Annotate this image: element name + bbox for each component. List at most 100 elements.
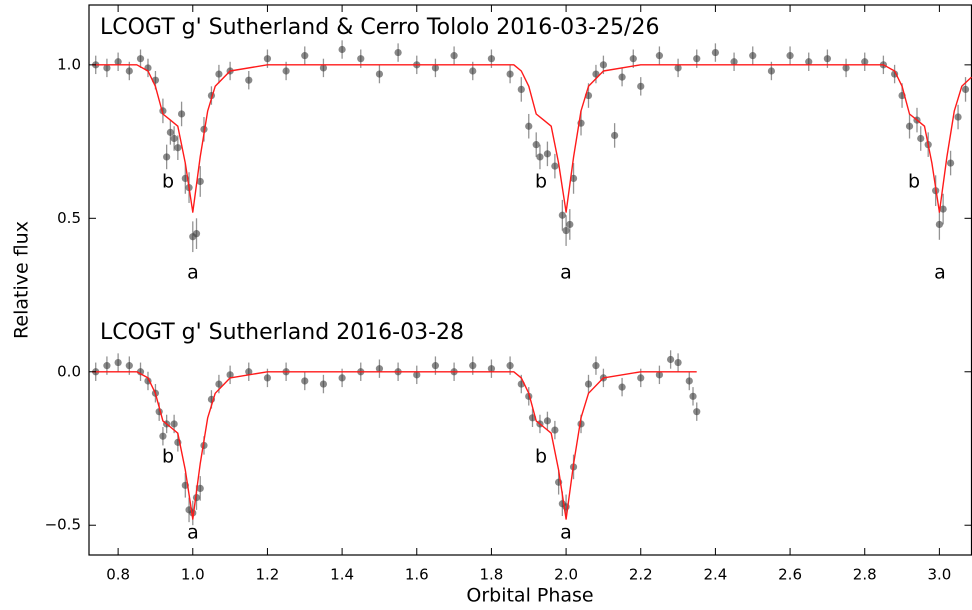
data-point [611,131,619,140]
data-point [730,58,738,66]
data-point [961,85,970,94]
data-point [674,358,682,367]
data-point [532,141,540,149]
data-point [618,383,626,391]
data-point [861,58,869,66]
data-point [637,82,645,90]
data-point [506,70,514,78]
eclipse-label: b [535,446,547,468]
data-point [517,85,525,94]
data-point [905,122,914,130]
data-point [536,153,544,161]
y-tick-label: 0.0 [57,362,81,380]
data-point [842,64,850,72]
x-tick-label: 1.4 [330,566,354,584]
data-point [357,55,365,63]
data-point [805,58,813,66]
x-tick-label: 2.4 [703,566,727,584]
data-point [163,153,171,161]
data-point [685,377,693,385]
data-point [431,362,440,370]
x-tick-label: 1.0 [181,566,205,584]
data-point [935,220,943,229]
data-point [674,64,682,72]
data-point [917,134,925,143]
data-point [226,371,234,379]
x-tick-label: 0.8 [106,566,130,584]
data-point [525,122,533,130]
data-point [655,52,664,60]
data-point [263,55,272,63]
data-point [245,76,253,84]
data-point [584,380,593,388]
data-point [487,365,496,373]
data-point [174,144,182,152]
data-point [693,408,701,416]
data-point [375,70,384,78]
data-point [114,58,122,66]
data-point [637,374,645,382]
data-point [166,128,174,136]
data-point [431,64,440,72]
data-point [192,230,201,238]
y-tick-label: 0.5 [57,209,81,227]
data-point [245,368,253,376]
data-point [114,358,122,367]
eclipse-label: b [535,171,547,193]
data-point [618,73,626,81]
data-point [946,159,955,167]
data-point [543,150,552,158]
data-layer [92,40,972,526]
data-point [954,113,962,121]
eclipse-label: a [560,522,572,544]
data-point [215,70,223,78]
x-tick-label: 2.6 [778,566,802,584]
data-point [103,64,111,72]
data-point [338,374,346,382]
data-point [159,432,167,440]
data-point [103,362,111,370]
data-point [282,67,290,75]
data-point [170,134,178,143]
data-point [136,55,145,63]
data-point [469,362,477,370]
data-point [767,67,776,75]
data-point [558,211,566,219]
data-point [177,110,186,118]
data-point [319,380,328,388]
y-axis-label: Relative flux [11,221,33,339]
model-curve [92,371,697,520]
data-point [196,484,204,492]
x-tick-label: 1.2 [256,566,280,584]
data-point [693,55,701,63]
x-tick-label: 1.8 [479,566,503,584]
data-point [629,55,637,63]
data-point [667,355,675,364]
x-tick-label: 1.6 [405,566,429,584]
data-point [569,174,578,183]
data-point [599,61,608,69]
data-point [566,220,574,229]
data-point [196,177,204,186]
panel-title: LCOGT g' Sutherland & Cerro Tololo 2016-… [100,15,659,40]
data-point [301,52,309,60]
data-point [823,55,832,63]
data-point [711,48,720,57]
data-point [170,420,178,428]
data-point [749,52,757,60]
data-point [689,392,697,400]
x-tick-label: 2.0 [554,566,578,584]
data-point [469,67,477,75]
data-point [543,417,552,425]
data-point [125,362,133,370]
data-point [939,205,947,213]
data-point [263,374,272,382]
data-point [562,226,570,235]
data-point [192,494,201,502]
eclipse-label: a [187,522,199,544]
x-tick-label: 2.2 [629,566,653,584]
x-axis-label: Orbital Phase [466,585,593,607]
data-point [375,365,384,373]
data-point [551,162,559,170]
